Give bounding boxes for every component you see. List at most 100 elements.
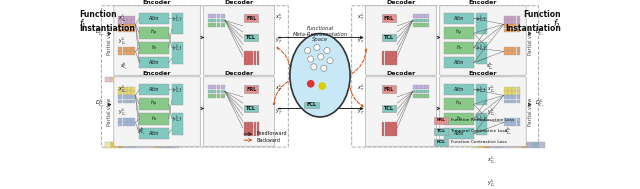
Bar xyxy=(508,118,512,122)
Bar xyxy=(253,122,256,136)
Text: $x^{f_1}_{T}$: $x^{f_1}_{T}$ xyxy=(275,83,283,94)
Bar xyxy=(502,77,508,82)
Text: $\{r^{f_2}_{C_1}\}$: $\{r^{f_2}_{C_1}\}$ xyxy=(476,43,488,54)
Bar xyxy=(208,85,212,89)
Text: $h_r$: $h_r$ xyxy=(150,43,157,52)
Bar xyxy=(244,51,247,65)
Bar xyxy=(155,143,161,148)
Bar xyxy=(216,19,220,22)
Bar xyxy=(221,19,225,22)
Bar xyxy=(484,143,490,148)
Bar xyxy=(208,14,212,18)
Text: Backward: Backward xyxy=(257,138,281,143)
Bar xyxy=(426,19,429,22)
Bar xyxy=(516,47,520,51)
Bar xyxy=(496,143,502,148)
Bar xyxy=(131,20,135,24)
Bar xyxy=(304,101,319,108)
Bar xyxy=(257,51,259,65)
Bar xyxy=(444,27,474,39)
Circle shape xyxy=(317,54,324,60)
Bar xyxy=(504,122,508,126)
Bar xyxy=(435,128,448,135)
Bar xyxy=(504,95,508,99)
Text: $f_2$: $f_2$ xyxy=(553,17,561,30)
Text: $\{r^{f_1}_{C_1}\}$: $\{r^{f_1}_{C_1}\}$ xyxy=(171,43,183,54)
Bar xyxy=(118,87,122,91)
Bar xyxy=(516,51,520,55)
Bar xyxy=(212,23,216,27)
Text: Partial view: Partial view xyxy=(108,98,113,126)
Bar xyxy=(504,16,508,20)
Bar xyxy=(413,90,417,93)
Text: $D^{f_1}_{C_2}$: $D^{f_1}_{C_2}$ xyxy=(95,97,104,109)
Bar xyxy=(516,24,520,28)
Text: FRL: FRL xyxy=(383,87,394,92)
Bar xyxy=(496,77,502,82)
Bar xyxy=(471,143,477,148)
Text: Partial view: Partial view xyxy=(527,98,532,126)
Bar xyxy=(477,143,483,148)
Bar xyxy=(172,113,182,135)
Bar xyxy=(140,128,169,139)
Bar xyxy=(417,14,420,18)
Bar xyxy=(504,29,508,33)
Bar xyxy=(118,20,122,24)
FancyBboxPatch shape xyxy=(365,77,436,146)
Text: $\{r^{f_1}_{C_2}\}$: $\{r^{f_1}_{C_2}\}$ xyxy=(171,84,183,96)
Text: $h_r$: $h_r$ xyxy=(456,115,462,123)
Bar xyxy=(212,94,216,98)
Text: FCL: FCL xyxy=(437,140,445,144)
Text: $h_\rho$: $h_\rho$ xyxy=(150,99,157,109)
Bar xyxy=(136,143,142,148)
Bar xyxy=(221,94,225,98)
Bar xyxy=(385,51,388,65)
Bar xyxy=(391,122,394,136)
Bar xyxy=(123,16,127,20)
FancyBboxPatch shape xyxy=(440,6,526,75)
Bar xyxy=(244,34,258,41)
Bar xyxy=(131,87,135,91)
Bar xyxy=(172,13,182,34)
Bar xyxy=(516,20,520,24)
Bar xyxy=(127,95,131,99)
Bar xyxy=(512,20,516,24)
Bar xyxy=(123,95,127,99)
Text: FRL: FRL xyxy=(383,16,394,21)
Bar xyxy=(140,84,169,95)
Text: Decoder: Decoder xyxy=(224,0,253,5)
Bar xyxy=(118,122,122,126)
Bar xyxy=(148,143,154,148)
Bar xyxy=(212,19,216,22)
Bar xyxy=(417,85,420,89)
Text: Feedforward: Feedforward xyxy=(257,132,287,136)
Bar xyxy=(216,23,220,27)
Text: $s^{h_2}_{C_1}$: $s^{h_2}_{C_1}$ xyxy=(486,60,494,72)
Text: $\{r^{f_1}_{C_1}\}$: $\{r^{f_1}_{C_1}\}$ xyxy=(171,13,183,25)
Text: $D^{f_2}_{C_2}$: $D^{f_2}_{C_2}$ xyxy=(534,97,544,109)
Bar xyxy=(208,90,212,93)
Bar xyxy=(382,122,385,136)
Bar xyxy=(124,77,130,82)
Text: $\{r^{f_2}_{C_2}\}$: $\{r^{f_2}_{C_2}\}$ xyxy=(476,114,488,125)
Text: Function: Function xyxy=(79,10,116,19)
Bar xyxy=(382,34,396,41)
Bar xyxy=(111,143,117,148)
FancyBboxPatch shape xyxy=(365,6,436,75)
Text: Partial view: Partial view xyxy=(527,27,532,55)
Bar xyxy=(512,118,516,122)
Bar xyxy=(123,47,127,51)
Bar xyxy=(508,91,512,95)
Bar xyxy=(124,143,130,148)
Text: Decoder: Decoder xyxy=(387,0,416,5)
Text: $x^{f_1}_{T}$: $x^{f_1}_{T}$ xyxy=(275,12,283,23)
Bar xyxy=(131,118,135,122)
Text: Partial view: Partial view xyxy=(108,27,113,55)
Bar xyxy=(131,29,135,33)
Bar xyxy=(221,23,225,27)
Bar xyxy=(250,51,253,65)
Text: FRL: FRL xyxy=(246,16,257,21)
Bar xyxy=(417,90,420,93)
Bar xyxy=(417,94,420,98)
Bar xyxy=(512,29,516,33)
